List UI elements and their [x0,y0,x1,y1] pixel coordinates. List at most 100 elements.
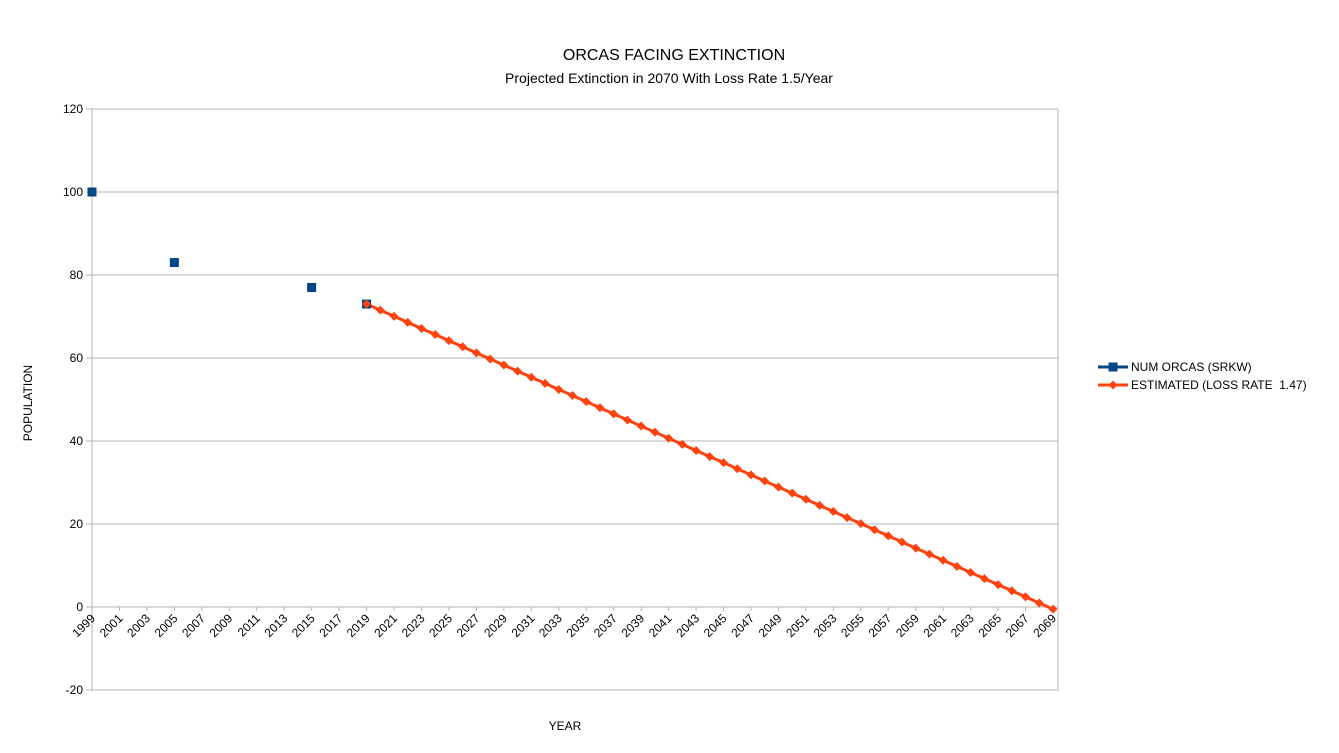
estimated-point [924,549,934,559]
estimated-point [362,299,372,309]
x-tick-label: 2011 [235,611,263,639]
observed-point [307,282,317,292]
x-tick-label: 2069 [1030,611,1059,640]
series-layer [87,187,1058,614]
estimated-point [375,305,385,315]
estimated-point [952,561,962,571]
estimated-point [636,421,646,431]
x-tick-label: 2013 [262,611,291,640]
x-tick-label: 2001 [97,611,126,640]
y-axis-label: POPULATION [21,365,35,441]
estimated-point [595,403,605,413]
estimated-point [1021,592,1031,602]
x-tick-label: 2067 [1003,611,1032,640]
plot-area-frame [91,108,1059,691]
estimated-point [938,555,948,565]
estimated-point [815,500,825,510]
x-tick-label: 2041 [646,611,675,640]
observed-point [87,187,97,197]
estimated-point [677,439,687,449]
grid-lines [86,108,1058,691]
estimated-point [1007,586,1017,596]
x-tick-label: 2021 [371,611,400,640]
estimated-point [1048,604,1058,614]
estimated-point [691,445,701,455]
y-tick-label: -20 [66,683,84,697]
legend-marker-estimated [1108,380,1118,390]
x-tick-label: 2037 [591,611,620,640]
estimated-point [444,336,454,346]
x-tick-label: 1999 [69,611,98,640]
estimated-point [911,543,921,553]
y-tick-label: 100 [63,185,83,199]
estimated-point [966,567,976,577]
estimated-point [485,354,495,364]
estimated-point [842,513,852,523]
x-tick-label: 2031 [509,611,538,640]
x-tick-label: 2065 [975,611,1004,640]
x-tick-label: 2017 [316,611,345,640]
x-axis-label: YEAR [549,719,582,733]
x-tick-label: 2005 [152,611,181,640]
estimated-point [801,494,811,504]
estimated-point [430,330,440,340]
y-axis-ticks: -20 0 20 40 60 80 100 120 [63,102,83,697]
x-tick-label: 2049 [756,611,785,640]
estimated-point [883,531,893,541]
chart-title: ORCAS FACING EXTINCTION [563,47,785,64]
estimated-point [705,452,715,462]
x-tick-label: 2003 [124,611,153,640]
estimated-point [403,317,413,327]
estimated-point [856,519,866,529]
x-tick-label: 2045 [701,611,730,640]
x-tick-label: 2019 [344,611,373,640]
x-tick-label: 2055 [838,611,867,640]
estimated-point [760,476,770,486]
x-tick-label: 2043 [673,611,702,640]
x-tick-label: 2047 [728,611,757,640]
estimated-point [513,366,523,376]
estimated-point [979,574,989,584]
estimated-point [719,458,729,468]
estimated-point [458,342,468,352]
estimated-point [471,348,481,358]
estimated-point [581,397,591,407]
estimated-point [609,409,619,419]
estimated-point [732,464,742,474]
estimated-point [870,525,880,535]
x-tick-label: 2023 [399,611,428,640]
chart-subtitle: Projected Extinction in 2070 With Loss R… [505,70,833,86]
y-tick-label: 40 [70,434,84,448]
y-tick-label: 120 [63,102,83,116]
y-tick-label: 80 [70,268,84,282]
x-tick-label: 2059 [893,611,922,640]
legend-marker-observed [1108,362,1118,372]
estimated-point [554,384,564,394]
estimated-point [568,391,577,401]
estimated-point [746,470,756,480]
x-tick-label: 2057 [866,611,895,640]
estimated-point [787,488,797,498]
estimated-point [664,433,674,443]
x-tick-label: 2053 [811,611,840,640]
estimated-point [650,427,660,437]
x-tick-label: 2051 [783,611,812,640]
y-tick-label: 20 [70,517,84,531]
x-tick-label: 2027 [454,611,483,640]
x-tick-label: 2035 [564,611,593,640]
estimated-point [540,378,550,388]
estimated-point [897,537,907,547]
estimated-point [526,372,536,382]
x-tick-label: 2025 [426,611,455,640]
x-tick-label: 2039 [618,611,647,640]
estimated-point [993,580,1003,590]
x-tick-label: 2007 [179,611,208,640]
estimated-point [416,323,426,333]
x-tick-label: 2015 [289,611,318,640]
x-tick-label: 2029 [481,611,510,640]
observed-point [169,258,179,268]
y-tick-label: 60 [70,351,84,365]
estimated-point [828,506,838,516]
